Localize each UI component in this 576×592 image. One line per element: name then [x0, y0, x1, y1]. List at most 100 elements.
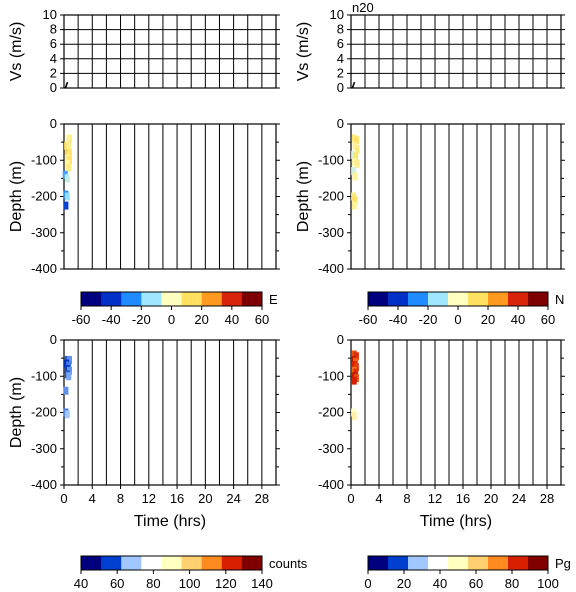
colorbar-segment: [448, 292, 469, 306]
data-cell: [351, 167, 357, 176]
colorbar-segment: [181, 556, 203, 570]
x-tick-label: 20: [484, 491, 498, 506]
x-tick-label: 28: [540, 491, 554, 506]
colorbar-tick-label: -40: [389, 312, 408, 327]
colorbar-tick-label: 20: [194, 312, 208, 327]
colorbar-segment: [368, 556, 389, 570]
colorbar-segment: [141, 556, 162, 570]
data-cell: [64, 410, 70, 419]
y-tick-label: -300: [31, 441, 57, 456]
colorbar-segment: [221, 556, 243, 570]
x-tick-label: 8: [403, 491, 410, 506]
data-cell: [66, 134, 72, 143]
colorbar-tick-label: 60: [469, 576, 483, 591]
y-tick-label: -200: [318, 189, 344, 204]
data-cell: [66, 149, 72, 157]
colorbar-segment: [101, 556, 122, 570]
x-tick-label: 16: [456, 491, 470, 506]
x-tick-label: 24: [512, 491, 526, 506]
y-tick-label: 6: [50, 36, 57, 51]
data-cell: [351, 201, 357, 210]
y-tick-label: 0: [50, 332, 57, 347]
y-tick-label: 2: [337, 65, 344, 80]
data-cell: [63, 386, 69, 395]
colorbar-label: E: [269, 292, 278, 307]
y-tick-label: -400: [318, 477, 344, 492]
colorbar-frame: [367, 555, 549, 571]
x-tick-label: 12: [142, 491, 156, 506]
colorbar-tick-label: 140: [251, 576, 273, 591]
y-tick-label: 0: [50, 116, 57, 131]
x-axis-label: Time (hrs): [420, 513, 492, 530]
colorbar-segment: [388, 556, 409, 570]
y-tick-label: -200: [318, 405, 344, 420]
y-tick-label: -100: [31, 368, 57, 383]
x-axis-label: Time (hrs): [134, 513, 206, 530]
colorbar-tick-label: 0: [454, 312, 461, 327]
colorbar-frame: [80, 555, 263, 571]
colorbar-segment: [448, 556, 469, 570]
figure-label: n20: [352, 0, 374, 15]
colorbar-segment: [428, 556, 449, 570]
plot-frame: [350, 123, 562, 270]
x-tick-label: 4: [375, 491, 382, 506]
colorbar-tick-label: 40: [511, 312, 525, 327]
y-tick-label: 0: [337, 332, 344, 347]
colorbar-segment: [508, 292, 529, 306]
colorbar-tick-label: 0: [168, 312, 175, 327]
colorbar-label: N: [555, 292, 564, 307]
colorbar-tick-label: 40: [74, 576, 88, 591]
colorbar-segment: [408, 292, 429, 306]
y-tick-label: 8: [50, 22, 57, 37]
series-line: [64, 81, 69, 89]
data-cell: [352, 172, 358, 181]
data-cell: [354, 159, 360, 168]
colorbar-segment: [428, 292, 449, 306]
y-tick-label: -200: [31, 405, 57, 420]
colorbar-segment: [388, 292, 409, 306]
colorbar-segment: [368, 292, 389, 306]
colorbar-tick-label: 40: [433, 576, 447, 591]
colorbar-segment: [468, 292, 489, 306]
data-cell: [64, 174, 70, 183]
colorbar-tick-label: -60: [72, 312, 91, 327]
colorbar-tick-label: 80: [505, 576, 519, 591]
colorbar-segment: [81, 556, 102, 570]
data-cell: [66, 163, 72, 172]
colorbar-tick-label: 120: [215, 576, 237, 591]
data-cell: [353, 136, 359, 145]
data-cell: [66, 355, 72, 364]
colorbar-segment: [241, 556, 263, 570]
plot-frame: [63, 123, 277, 270]
colorbar-segment: [161, 292, 183, 306]
colorbar-segment: [181, 292, 203, 306]
y-tick-label: -300: [31, 225, 57, 240]
colorbar-segment: [488, 556, 509, 570]
colorbar-segment: [221, 292, 243, 306]
colorbar-segment: [201, 556, 223, 570]
colorbar-label: Pg: [555, 556, 571, 571]
data-cell: [64, 192, 70, 201]
plot-frame: [350, 14, 562, 89]
colorbar-tick-label: 20: [397, 576, 411, 591]
x-tick-label: 0: [347, 491, 354, 506]
colorbar-tick-label: 60: [110, 576, 124, 591]
y-tick-label: 4: [337, 51, 344, 66]
colorbar-segment: [141, 292, 162, 306]
y-tick-label: 0: [50, 80, 57, 95]
colorbar-segment: [508, 556, 529, 570]
colorbar-tick-label: -40: [102, 312, 121, 327]
y-tick-label: 10: [43, 7, 57, 22]
colorbar-tick-label: 60: [541, 312, 555, 327]
x-tick-label: 0: [60, 491, 67, 506]
colorbar-tick-label: 0: [364, 576, 371, 591]
x-tick-label: 28: [255, 491, 269, 506]
y-tick-label: -100: [31, 152, 57, 167]
data-cell: [351, 412, 357, 421]
colorbar-segment: [121, 292, 142, 306]
